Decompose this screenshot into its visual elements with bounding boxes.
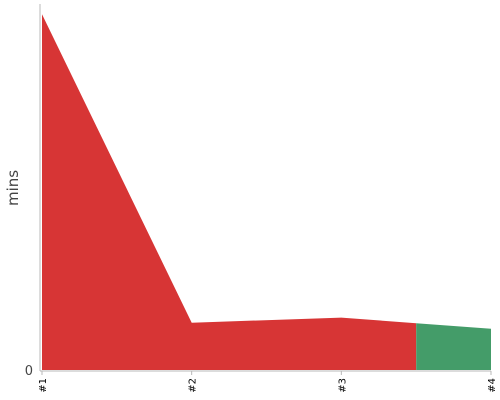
x-tick-label: #1 (38, 378, 49, 393)
series-layer (42, 14, 491, 370)
x-tick-label: #2 (188, 378, 199, 393)
x-tick-label: #3 (337, 378, 348, 393)
y-axis-ticks: 0 (25, 364, 33, 379)
area-series-2 (416, 323, 491, 370)
area-series-1 (42, 14, 417, 370)
y-axis-label: mins (4, 170, 22, 206)
x-axis-ticks: #1 #2 #3 #4 (38, 371, 498, 393)
y-tick-label: 0 (25, 364, 33, 379)
x-tick-label: #4 (487, 378, 498, 393)
